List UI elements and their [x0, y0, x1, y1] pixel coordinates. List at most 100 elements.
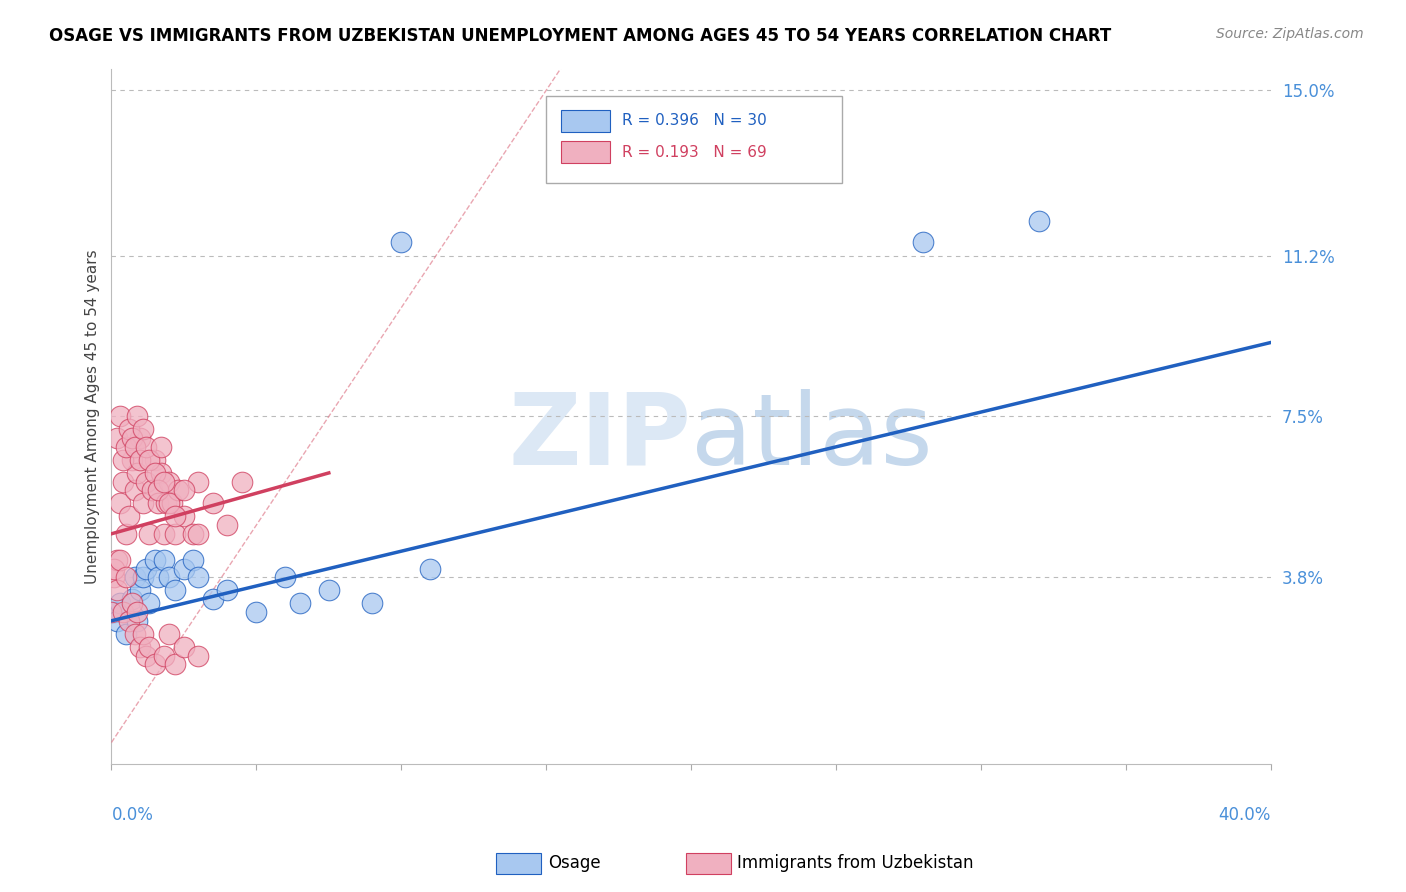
Point — [155, 496, 177, 510]
Point — [201, 496, 224, 510]
Text: 0.0%: 0.0% — [111, 806, 153, 824]
FancyBboxPatch shape — [561, 141, 610, 163]
Point — [165, 526, 187, 541]
Text: ZIP: ZIP — [509, 389, 692, 486]
Point — [124, 440, 146, 454]
Point — [152, 648, 174, 663]
Point — [187, 475, 209, 489]
Point — [157, 475, 180, 489]
Point — [124, 627, 146, 641]
Point — [118, 509, 141, 524]
Point — [118, 614, 141, 628]
Y-axis label: Unemployment Among Ages 45 to 54 years: Unemployment Among Ages 45 to 54 years — [86, 249, 100, 583]
Point — [165, 583, 187, 598]
Point — [1028, 213, 1050, 227]
Point — [132, 422, 155, 436]
Point — [187, 648, 209, 663]
Point — [181, 553, 204, 567]
Point — [129, 431, 152, 445]
Point — [129, 640, 152, 654]
Point — [135, 648, 157, 663]
Point — [121, 592, 143, 607]
Text: R = 0.193   N = 69: R = 0.193 N = 69 — [621, 145, 766, 160]
Point — [127, 614, 149, 628]
Text: Source: ZipAtlas.com: Source: ZipAtlas.com — [1216, 27, 1364, 41]
Point — [105, 431, 128, 445]
Point — [173, 640, 195, 654]
Point — [111, 475, 134, 489]
Point — [138, 526, 160, 541]
Point — [127, 605, 149, 619]
Point — [187, 526, 209, 541]
Text: 40.0%: 40.0% — [1219, 806, 1271, 824]
Point — [135, 561, 157, 575]
Point — [152, 553, 174, 567]
Point — [173, 561, 195, 575]
Point — [318, 583, 340, 598]
Point — [108, 496, 131, 510]
Point — [149, 440, 172, 454]
Text: R = 0.396   N = 30: R = 0.396 N = 30 — [621, 113, 766, 128]
Point — [132, 627, 155, 641]
Point — [111, 605, 134, 619]
Point — [288, 596, 311, 610]
Point — [162, 496, 184, 510]
Point — [105, 614, 128, 628]
Point — [143, 466, 166, 480]
Point — [389, 235, 412, 250]
Point — [157, 496, 180, 510]
Point — [132, 496, 155, 510]
Point — [149, 466, 172, 480]
Point — [152, 475, 174, 489]
Text: atlas: atlas — [692, 389, 932, 486]
Point — [129, 583, 152, 598]
Point — [103, 561, 125, 575]
Point — [231, 475, 253, 489]
Point — [121, 596, 143, 610]
Point — [100, 605, 122, 619]
Point — [173, 483, 195, 498]
Point — [127, 466, 149, 480]
Point — [187, 570, 209, 584]
Point — [146, 483, 169, 498]
Point — [115, 627, 138, 641]
Point — [912, 235, 935, 250]
Point — [108, 596, 131, 610]
Point — [118, 422, 141, 436]
Text: Immigrants from Uzbekistan: Immigrants from Uzbekistan — [737, 855, 973, 872]
Point — [217, 518, 239, 533]
FancyBboxPatch shape — [546, 96, 842, 184]
Point — [105, 553, 128, 567]
Point — [157, 627, 180, 641]
Point — [157, 570, 180, 584]
Point — [108, 409, 131, 424]
Point — [127, 409, 149, 424]
Point — [115, 570, 138, 584]
Point — [146, 570, 169, 584]
Point — [181, 526, 204, 541]
Point — [121, 431, 143, 445]
Point — [121, 453, 143, 467]
Point — [105, 583, 128, 598]
Point — [165, 509, 187, 524]
Point — [274, 570, 297, 584]
Point — [108, 553, 131, 567]
Text: OSAGE VS IMMIGRANTS FROM UZBEKISTAN UNEMPLOYMENT AMONG AGES 45 TO 54 YEARS CORRE: OSAGE VS IMMIGRANTS FROM UZBEKISTAN UNEM… — [49, 27, 1112, 45]
Point — [138, 640, 160, 654]
Point — [143, 553, 166, 567]
Point — [124, 570, 146, 584]
Point — [146, 496, 169, 510]
FancyBboxPatch shape — [561, 110, 610, 132]
Point — [245, 605, 267, 619]
Point — [141, 483, 163, 498]
Point — [165, 657, 187, 672]
Point — [115, 526, 138, 541]
Point — [143, 453, 166, 467]
Point — [138, 453, 160, 467]
Point — [103, 570, 125, 584]
Point — [143, 657, 166, 672]
Point — [173, 509, 195, 524]
Point — [361, 596, 384, 610]
Point — [115, 440, 138, 454]
Point — [135, 440, 157, 454]
